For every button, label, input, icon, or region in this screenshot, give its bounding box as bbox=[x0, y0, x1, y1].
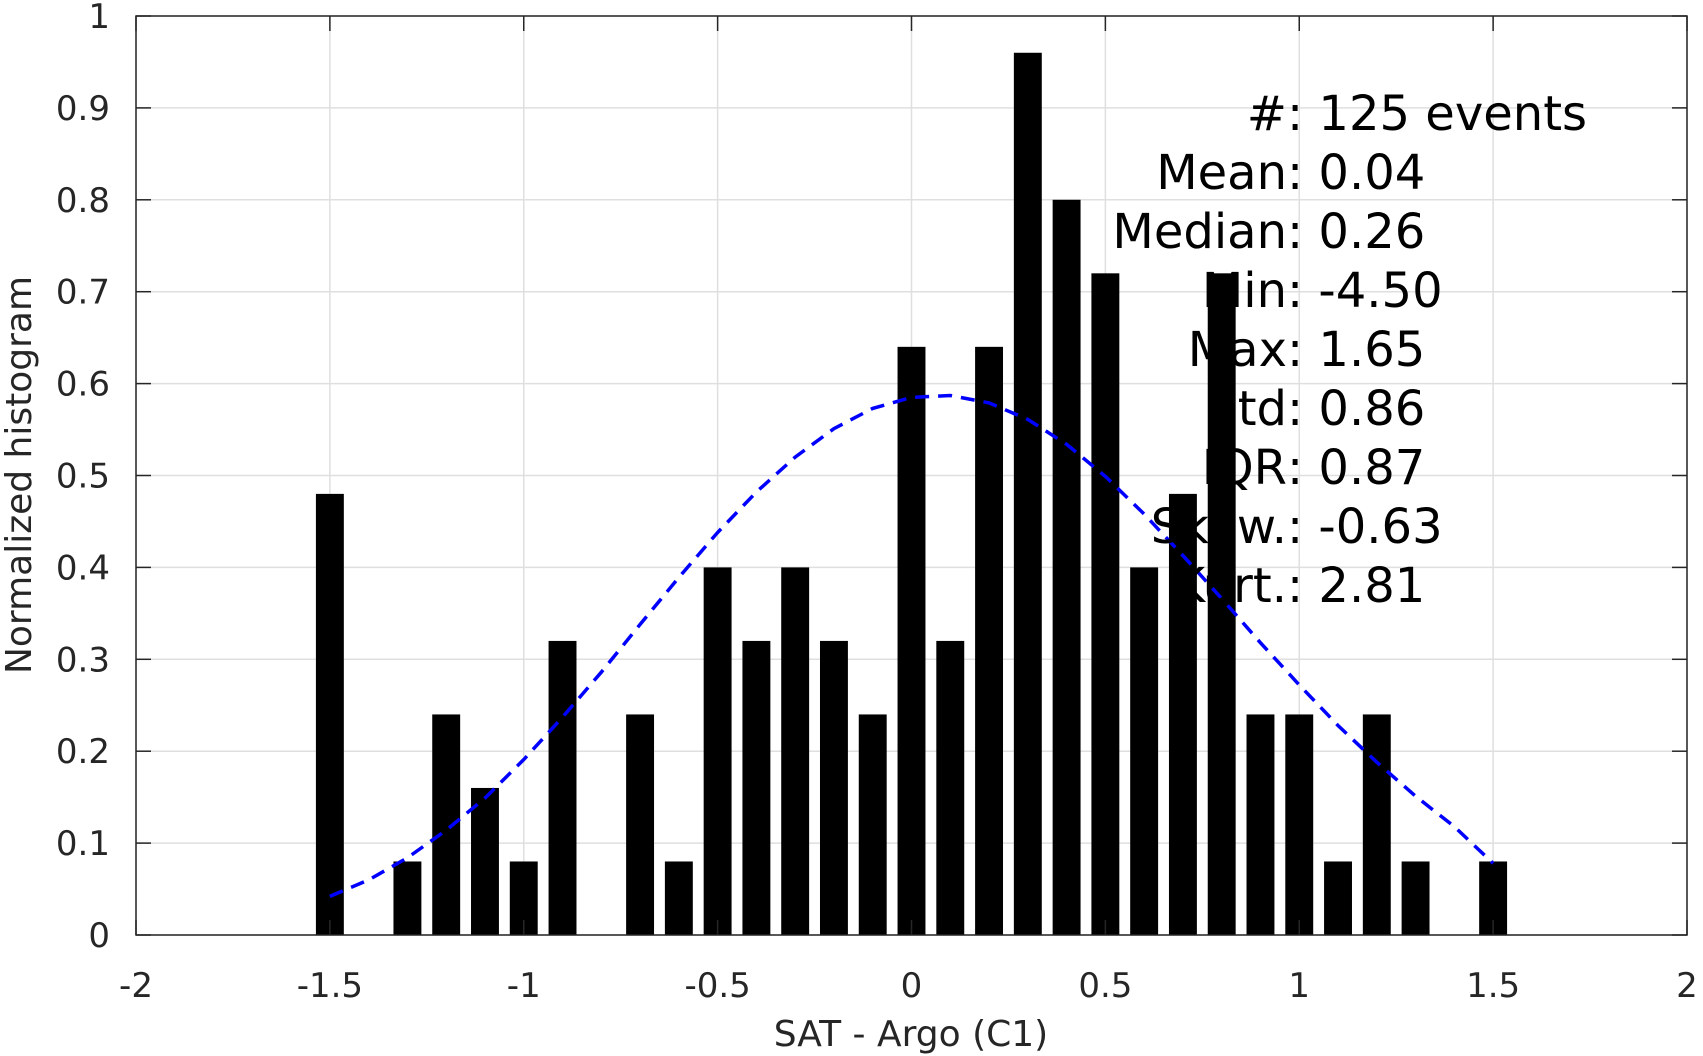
y-tick-label-9: 0.9 bbox=[56, 89, 110, 129]
y-tick-labels: 0 0.1 0.2 0.3 0.4 0.5 0.6 0.7 0.8 0.9 1 bbox=[56, 0, 110, 956]
bar-25 bbox=[1362, 714, 1391, 935]
stat-value-0: : 125 events bbox=[1287, 86, 1587, 142]
x-tick-label-1: -1.5 bbox=[297, 966, 363, 1006]
y-tick-label-6: 0.6 bbox=[56, 365, 110, 405]
bar-16 bbox=[1013, 52, 1042, 935]
stat-value-6: : 0.87 bbox=[1287, 440, 1425, 496]
stat-label-8: Kurt. bbox=[1174, 558, 1287, 614]
y-tick-label-8: 0.8 bbox=[56, 181, 110, 221]
bar-21 bbox=[1207, 273, 1236, 935]
bar-11 bbox=[819, 640, 848, 935]
stat-label-1: Mean bbox=[1156, 145, 1287, 201]
bar-12 bbox=[858, 714, 887, 935]
x-tick-label-4: 0 bbox=[901, 966, 923, 1006]
stat-value-7: : -0.63 bbox=[1287, 499, 1443, 555]
y-tick-label-10: 1 bbox=[88, 0, 110, 37]
x-axis-label: SAT - Argo (C1) bbox=[774, 1014, 1048, 1055]
x-tick-label-2: -1 bbox=[507, 966, 541, 1006]
stat-value-5: : 0.86 bbox=[1287, 381, 1425, 437]
stat-label-3: Min bbox=[1202, 263, 1287, 319]
y-tick-label-5: 0.5 bbox=[56, 457, 110, 497]
bar-1 bbox=[393, 861, 422, 935]
x-tick-label-7: 1.5 bbox=[1466, 966, 1520, 1006]
y-tick-label-4: 0.4 bbox=[56, 548, 110, 588]
bar-26 bbox=[1401, 861, 1430, 935]
stat-value-4: : 1.65 bbox=[1287, 322, 1425, 378]
stat-value-1: : 0.04 bbox=[1287, 145, 1425, 201]
x-tick-label-8: 2 bbox=[1676, 966, 1698, 1006]
bar-24 bbox=[1324, 861, 1352, 935]
histogram-bars bbox=[315, 52, 1508, 936]
bar-10 bbox=[781, 567, 810, 935]
bar-23 bbox=[1285, 714, 1314, 935]
y-axis-label: Normalized histogram bbox=[0, 276, 40, 674]
bar-3 bbox=[471, 787, 499, 935]
x-tick-label-5: 0.5 bbox=[1078, 966, 1132, 1006]
bar-17 bbox=[1052, 199, 1081, 936]
bar-0 bbox=[315, 493, 344, 935]
y-tick-label-0: 0 bbox=[88, 916, 110, 956]
fit-curve-line bbox=[329, 393, 1495, 899]
bar-18 bbox=[1091, 273, 1120, 935]
stat-label-5: Std bbox=[1207, 381, 1287, 437]
bar-22 bbox=[1246, 714, 1275, 935]
bar-13 bbox=[897, 346, 926, 936]
stat-value-2: : 0.26 bbox=[1287, 204, 1425, 260]
bar-5 bbox=[548, 640, 577, 935]
axis-ticks bbox=[135, 15, 1688, 936]
stat-label-7: Skew. bbox=[1151, 499, 1287, 555]
y-tick-label-1: 0.1 bbox=[56, 824, 110, 864]
x-tick-labels: -2 -1.5 -1 -0.5 0 0.5 1 1.5 2 bbox=[119, 966, 1698, 1006]
bar-20 bbox=[1168, 493, 1197, 935]
y-tick-label-2: 0.2 bbox=[56, 732, 110, 772]
bar-19 bbox=[1130, 567, 1159, 935]
bar-2 bbox=[432, 714, 461, 935]
y-tick-label-7: 0.7 bbox=[56, 273, 110, 313]
bar-15 bbox=[975, 346, 1004, 936]
normal-fit-curve bbox=[329, 393, 1495, 899]
x-tick-label-0: -2 bbox=[119, 966, 153, 1006]
stat-label-0: # bbox=[1247, 86, 1287, 142]
y-tick-label-3: 0.3 bbox=[56, 640, 110, 680]
bar-6 bbox=[626, 714, 655, 935]
bar-7 bbox=[664, 861, 693, 935]
x-tick-label-6: 1 bbox=[1288, 966, 1310, 1006]
stat-label-4: Max bbox=[1188, 322, 1287, 378]
bar-9 bbox=[742, 640, 771, 935]
stat-value-8: : 2.81 bbox=[1287, 558, 1425, 614]
stat-value-3: : -4.50 bbox=[1287, 263, 1443, 319]
stat-label-2: Median bbox=[1112, 204, 1287, 260]
bar-14 bbox=[936, 640, 965, 935]
bar-8 bbox=[703, 567, 732, 935]
stat-label-6: IQR bbox=[1202, 440, 1287, 496]
x-tick-label-3: -0.5 bbox=[684, 966, 750, 1006]
